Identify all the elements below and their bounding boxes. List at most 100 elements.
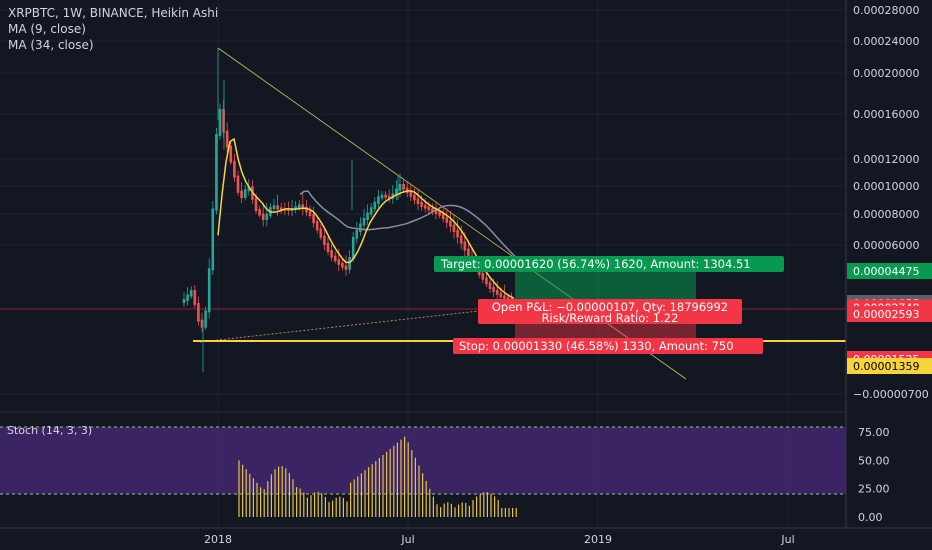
stop-label[interactable]: Stop: 0.00001330 (46.58%) 1330, Amount: … <box>453 338 763 354</box>
ma9-legend[interactable]: MA (9, close) <box>8 22 86 36</box>
candle-body <box>380 194 384 199</box>
candle-body <box>301 204 305 209</box>
candle-body <box>182 299 186 303</box>
candle-body <box>265 213 269 220</box>
price-axis[interactable]: 0.00028000 0.00024000 0.00020000 0.00016000… <box>853 4 929 401</box>
candle-body <box>189 290 193 297</box>
price-tick-label: 0.00012000 <box>853 153 919 166</box>
candle-body <box>416 198 420 204</box>
candle-body <box>323 235 326 245</box>
time-tick-label: Jul <box>400 533 414 546</box>
candle-body <box>449 220 452 227</box>
time-tick-label: Jul <box>780 533 794 546</box>
stoch-label: Stoch (14, 3, 3) <box>7 424 92 437</box>
candle-body <box>258 209 261 216</box>
svg-text:Target: 0.00001620 (56.74%) 16: Target: 0.00001620 (56.74%) 1620, Amount… <box>440 257 751 271</box>
candle-body <box>369 207 373 215</box>
candle-body <box>362 218 366 226</box>
candle-body <box>506 296 510 301</box>
candle-body <box>294 206 297 210</box>
candle-body <box>438 212 441 216</box>
stoch-bars <box>238 436 517 517</box>
candle-body <box>261 213 265 220</box>
candle-body <box>243 189 247 198</box>
candle-body <box>413 194 416 201</box>
candle-body <box>200 319 204 328</box>
candle-body <box>236 175 240 193</box>
pnl-text: Open P&L: −0.00000107, Qty: 18796992 <box>492 300 728 314</box>
price-badge-label: 0.00001359 <box>853 360 919 373</box>
pnl-label[interactable]: Open P&L: −0.00000107, Qty: 18796992 Ris… <box>478 299 742 325</box>
candle-body <box>495 289 499 295</box>
candle-body <box>351 236 355 259</box>
candle-body <box>333 255 337 262</box>
candle-body <box>315 221 319 231</box>
candle-body <box>485 277 488 285</box>
stoch-axis[interactable]: 75.00 50.00 25.00 0.00 <box>858 426 890 524</box>
candle-body <box>499 292 503 298</box>
candle-body <box>319 228 323 238</box>
svg-text:Stop: 0.00001330 (46.58%) 1330: Stop: 0.00001330 (46.58%) 1330, Amount: … <box>459 339 734 353</box>
candle-body <box>312 214 315 224</box>
candle-body <box>279 207 283 211</box>
price-tick-label: 0.00010000 <box>853 180 919 193</box>
candle-body <box>211 208 215 271</box>
candle-body <box>420 202 423 207</box>
candle-body <box>463 241 467 251</box>
price-badge-label: 0.00004475 <box>853 265 919 278</box>
price-badges: 0.000044750.000028550.000027480.00002593… <box>847 263 932 374</box>
price-tick-label: 0.00006000 <box>853 239 919 252</box>
candle-body <box>377 196 380 204</box>
price-badge <box>847 306 932 323</box>
candle-body <box>344 265 348 270</box>
candle-body <box>276 205 279 210</box>
candle-body <box>395 188 398 196</box>
ascending-trendline-dashed <box>199 306 516 343</box>
candle-body <box>337 259 341 265</box>
candle-body <box>254 197 258 211</box>
candle-body <box>427 206 431 211</box>
candle-body <box>492 287 495 292</box>
time-axis[interactable]: 2018Jul2019Jul2020Jul2021 <box>204 533 932 546</box>
candle-body <box>326 242 330 252</box>
candle-body <box>503 295 506 299</box>
candle-body <box>373 201 377 210</box>
candle-body <box>287 209 290 211</box>
candle-body <box>218 109 222 136</box>
price-tick-label: 0.00020000 <box>853 67 919 80</box>
price-badge <box>847 358 932 374</box>
target-label[interactable]: Target: 0.00001620 (56.74%) 1620, Amount… <box>434 256 784 272</box>
candle-body <box>193 290 197 305</box>
candle-body <box>225 130 229 148</box>
price-tick-label: −0.00000700 <box>853 388 929 401</box>
candle-body <box>456 230 459 238</box>
ma9-line <box>217 137 515 299</box>
symbol-title[interactable]: XRPBTC, 1W, BINANCE, Heikin Ashi <box>8 6 219 20</box>
stoch-pane: Stoch (14, 3, 3) <box>0 411 846 517</box>
candle-body <box>272 205 276 209</box>
candle-body <box>215 134 218 211</box>
price-tick-label: 0.00008000 <box>853 208 919 221</box>
candle-body <box>481 272 485 280</box>
candle-body <box>330 250 333 258</box>
candle-body <box>423 204 427 209</box>
candle-body <box>445 217 449 223</box>
candle-body <box>459 235 463 244</box>
ma34-legend[interactable]: MA (34, close) <box>8 38 94 52</box>
candle-body <box>355 230 359 239</box>
candle-body <box>233 160 236 178</box>
candle-body <box>207 268 211 313</box>
chart-legend: XRPBTC, 1W, BINANCE, Heikin Ashi MA (9, … <box>8 5 218 53</box>
price-tick-label: 0.00028000 <box>853 4 919 17</box>
price-tick-label: 0.00024000 <box>853 35 919 48</box>
candle-body <box>240 190 243 198</box>
price-badge-label: 0.00002593 <box>853 308 919 321</box>
ma34-line <box>299 190 517 258</box>
candle-body <box>186 294 189 301</box>
price-tick-label: 0.00016000 <box>853 108 919 121</box>
candle-body <box>305 206 308 213</box>
candle-body <box>283 209 287 211</box>
candle-body <box>359 223 362 232</box>
candle-body <box>409 191 413 197</box>
